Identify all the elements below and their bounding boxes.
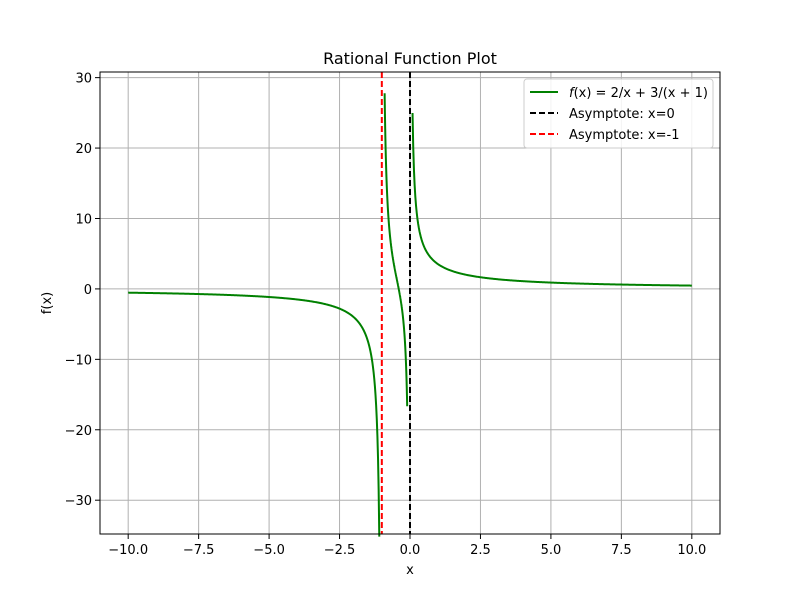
- y-tick-label: 10: [75, 212, 92, 227]
- legend: f(x) = 2/x + 3/(x + 1) Asymptote: x=0 As…: [523, 78, 714, 149]
- y-axis-label: f(x): [40, 292, 55, 314]
- x-tick-label: −2.5: [324, 543, 356, 558]
- legend-label-asymptote-xm1: Asymptote: x=-1: [569, 128, 679, 143]
- x-tick-label: 0.0: [400, 543, 421, 558]
- function-curve-segment-1: [128, 291, 381, 537]
- x-tick-label: −7.5: [183, 543, 215, 558]
- plot-lines: [128, 72, 692, 537]
- y-tick-label: 0: [84, 283, 92, 298]
- legend-box: [523, 78, 714, 149]
- y-tick-label: −10: [65, 353, 92, 368]
- legend-label-function-math: (x) = 2/x + 3/(x + 1): [574, 86, 708, 101]
- x-tick-label: 2.5: [470, 543, 491, 558]
- function-curve-segment-3: [411, 113, 692, 287]
- x-tick-label: 10.0: [677, 543, 706, 558]
- x-tick-label: 5.0: [541, 543, 562, 558]
- legend-label-function: f(x) = 2/x + 3/(x + 1): [569, 86, 708, 101]
- x-tick-label: −5.0: [253, 543, 285, 558]
- axis-ticks: −10.0 −7.5 −5.0 −2.5 0.0 2.5 5.0 7.5 10.0 −30 −20 −…: [65, 72, 707, 558]
- y-tick-label: −30: [65, 494, 92, 509]
- chart-title: Rational Function Plot: [323, 49, 497, 68]
- y-tick-label: −20: [65, 424, 92, 439]
- y-tick-label: 30: [75, 72, 92, 87]
- function-curve-segment-2: [383, 93, 409, 407]
- x-tick-label: 7.5: [611, 543, 632, 558]
- x-axis-label: x: [406, 563, 414, 578]
- legend-label-function-prefix: f: [569, 86, 576, 101]
- y-tick-label: 20: [75, 142, 92, 157]
- legend-label-asymptote-x0: Asymptote: x=0: [569, 107, 675, 122]
- x-tick-label: −10.0: [108, 543, 148, 558]
